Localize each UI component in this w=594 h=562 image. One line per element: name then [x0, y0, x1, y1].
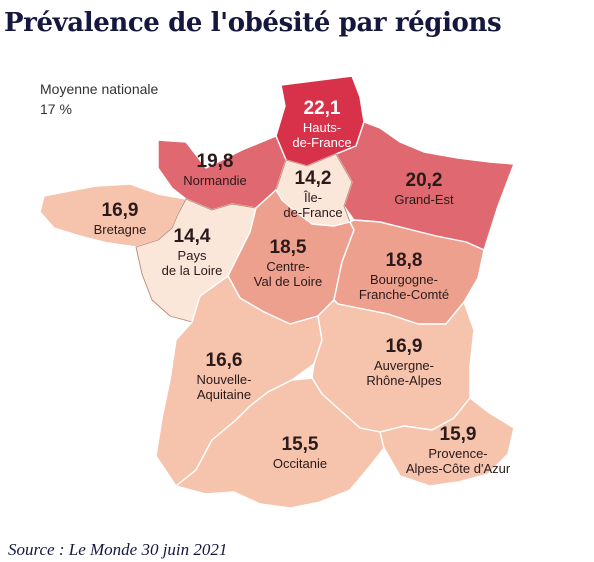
source-credit: Source : Le Monde 30 juin 2021 — [8, 540, 228, 559]
region-value-hauts-de-france: 22,1 — [304, 98, 341, 119]
national-average-label: Moyenne nationale — [40, 81, 159, 97]
region-name-hauts-de-france: Hauts- — [303, 120, 341, 135]
region-value-bourgogne-franche-comte: 18,8 — [386, 250, 423, 271]
region-name-normandie: Normandie — [183, 173, 247, 188]
region-name-provence-alpes-cote-d-azur: Alpes-Côte d'Azur — [406, 461, 511, 476]
region-value-bretagne: 16,9 — [102, 200, 139, 221]
region-value-pays-de-la-loire: 14,4 — [174, 226, 211, 247]
region-provence-alpes-cote-d-azur — [379, 397, 515, 487]
region-name-ile-de-france: de-France — [283, 205, 342, 220]
region-value-nouvelle-aquitaine: 16,6 — [206, 350, 243, 371]
region-value-grand-est: 20,2 — [406, 170, 443, 191]
page-title: Prévalence de l'obésité par régions — [4, 8, 502, 38]
region-name-pays-de-la-loire: Pays — [178, 248, 207, 263]
region-name-centre-val-de-loire: Val de Loire — [254, 274, 322, 289]
region-name-hauts-de-france: de-France — [292, 135, 351, 150]
region-value-normandie: 19,8 — [197, 151, 234, 172]
region-value-ile-de-france: 14,2 — [295, 168, 332, 189]
region-name-provence-alpes-cote-d-azur: Provence- — [428, 446, 487, 461]
region-name-auvergne-rhone-alpes: Auvergne- — [374, 358, 434, 373]
region-name-ile-de-france: Île- — [303, 190, 322, 205]
region-name-grand-est: Grand-Est — [394, 192, 454, 207]
region-value-provence-alpes-cote-d-azur: 15,9 — [440, 424, 477, 445]
region-name-pays-de-la-loire: de la Loire — [162, 263, 223, 278]
region-name-centre-val-de-loire: Centre- — [266, 259, 309, 274]
region-name-occitanie: Occitanie — [273, 456, 327, 471]
region-name-bourgogne-franche-comte: Bourgogne- — [370, 272, 438, 287]
national-average: Moyenne nationale 17 % — [40, 79, 158, 119]
region-shapes — [39, 75, 515, 509]
national-average-value: 17 % — [40, 101, 72, 117]
region-value-auvergne-rhone-alpes: 16,9 — [386, 336, 423, 357]
region-name-nouvelle-aquitaine: Aquitaine — [197, 387, 251, 402]
region-name-nouvelle-aquitaine: Nouvelle- — [197, 372, 252, 387]
region-name-bretagne: Bretagne — [94, 222, 147, 237]
region-value-occitanie: 15,5 — [282, 434, 319, 455]
region-occitanie — [175, 377, 385, 509]
region-value-centre-val-de-loire: 18,5 — [270, 237, 307, 258]
region-name-auvergne-rhone-alpes: Rhône-Alpes — [366, 373, 442, 388]
region-name-bourgogne-franche-comte: Franche-Comté — [359, 287, 449, 302]
